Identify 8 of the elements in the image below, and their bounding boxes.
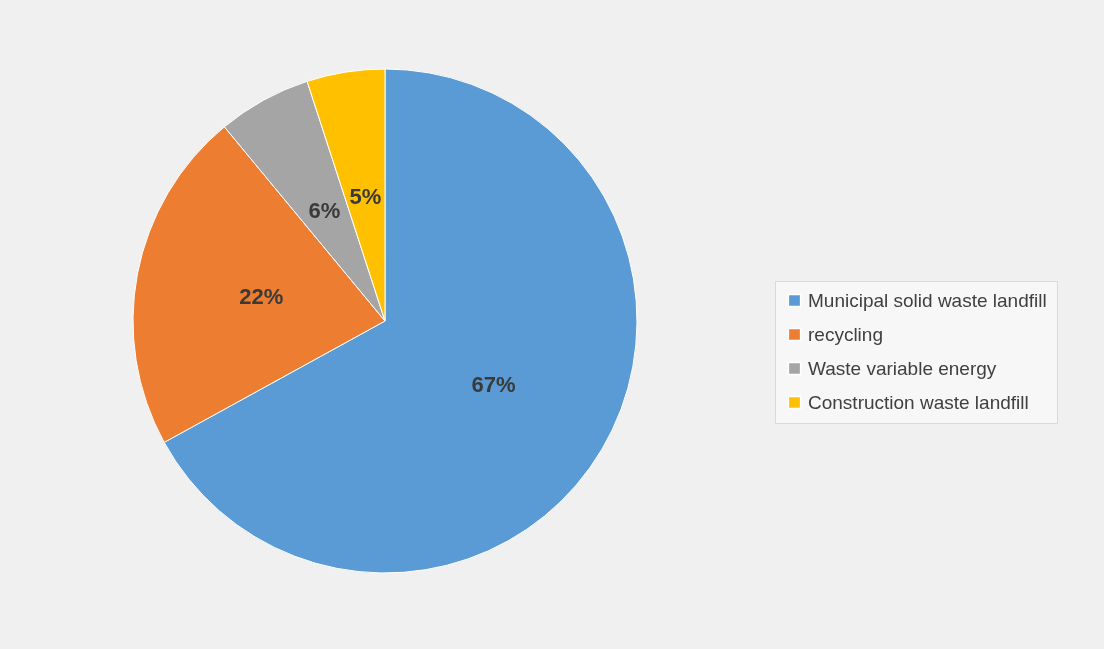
data-label: 5% — [349, 183, 382, 209]
legend-label: recycling — [808, 323, 883, 345]
data-label: 22% — [239, 284, 284, 310]
data-label: 6% — [308, 197, 341, 223]
data-label: 67% — [471, 372, 516, 398]
legend-label: Construction waste landfill — [808, 391, 1029, 413]
legend-label: Waste variable energy — [808, 357, 997, 379]
legend-label: Municipal solid waste landfill — [808, 289, 1047, 311]
